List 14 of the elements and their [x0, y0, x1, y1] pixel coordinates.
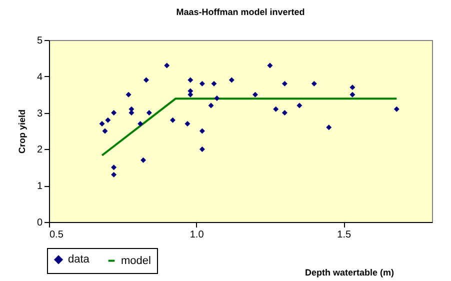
y-axis-title: Crop yield	[16, 109, 27, 154]
chart-title: Maas-Hoffman model inverted	[176, 7, 305, 17]
x-tick-label: 1.0	[190, 230, 204, 240]
y-tick-label: 0	[36, 218, 43, 228]
legend-label: data	[68, 254, 90, 266]
x-tick-label: 1.5	[337, 230, 352, 240]
y-tick-label: 1	[36, 181, 43, 192]
legend-label: model	[121, 254, 151, 267]
y-tick-label: 2	[36, 144, 43, 156]
y-tick-label: 5	[36, 36, 43, 46]
x-tick-label: 0.5	[50, 230, 64, 240]
y-tick-label: 3	[36, 108, 43, 120]
x-axis-title: Depth watertable (m)	[304, 268, 394, 278]
y-tick-label: 4	[36, 72, 43, 83]
